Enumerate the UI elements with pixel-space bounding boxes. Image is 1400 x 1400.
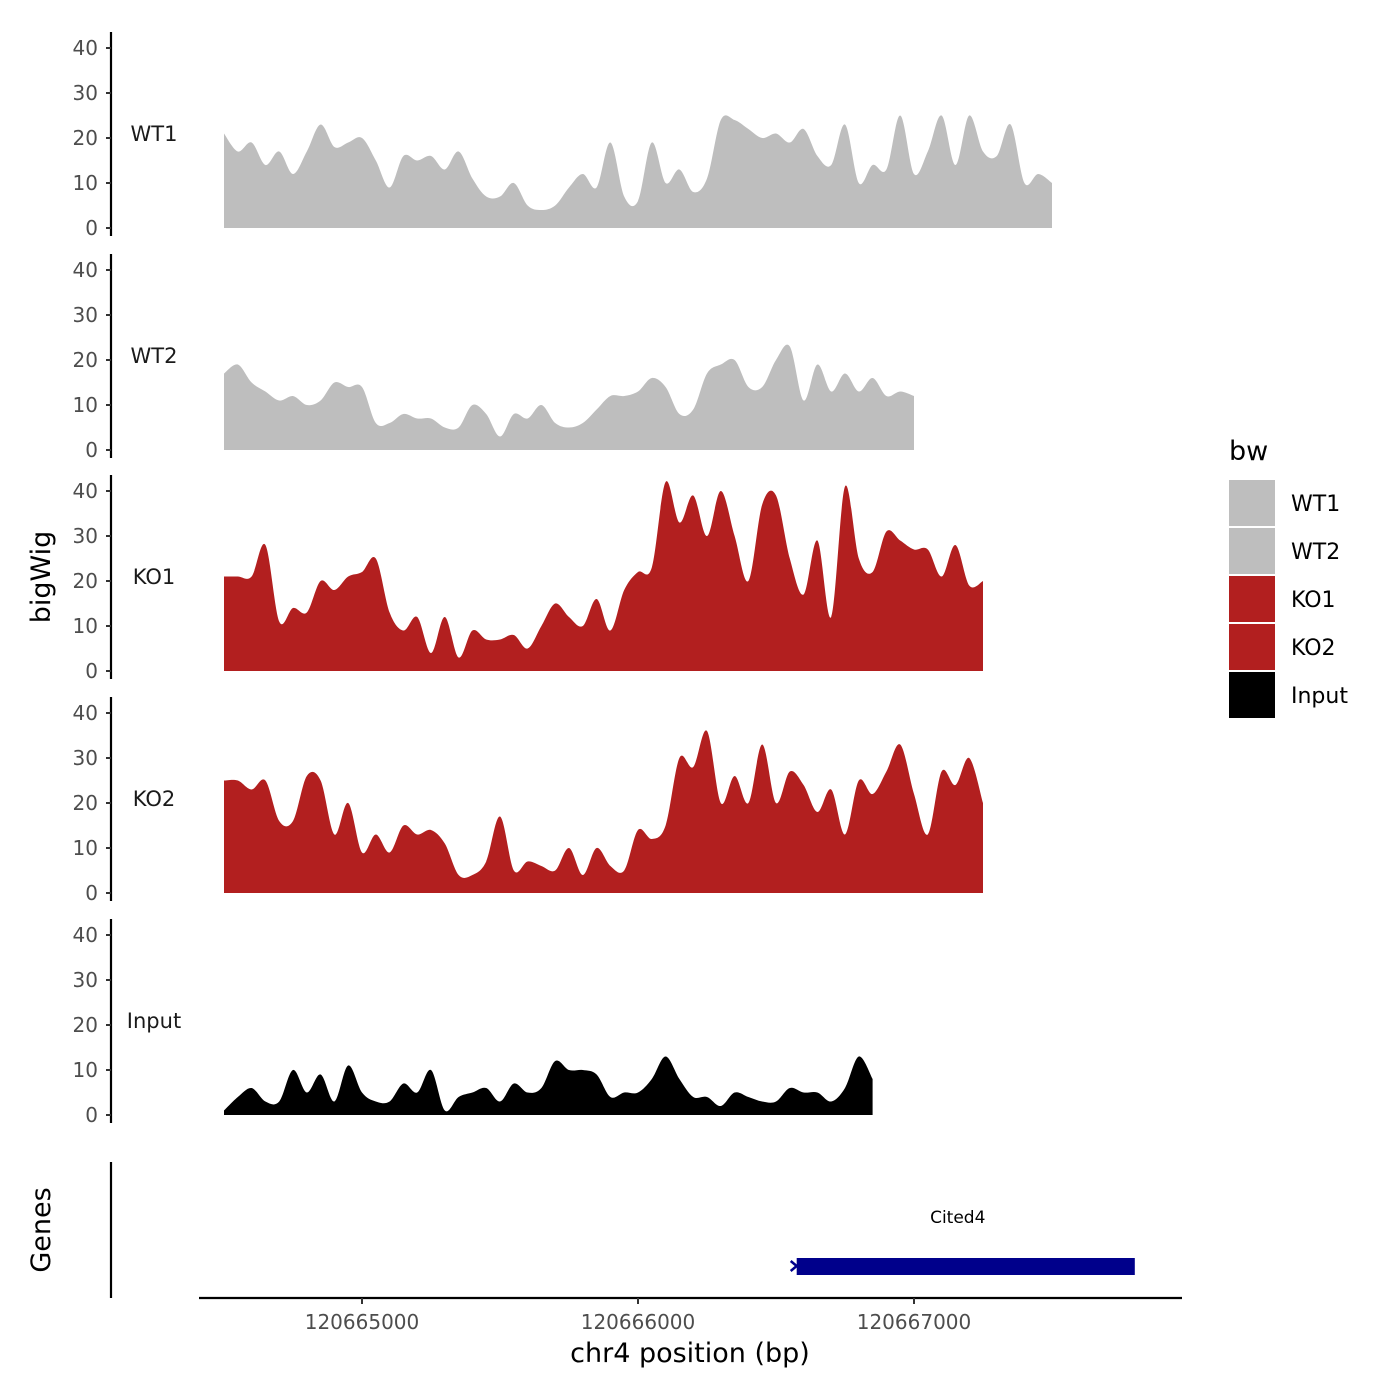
track-label-wt2: WT2 [131,344,178,368]
panel-input: 0 10 20 30 40 Input [73,919,873,1127]
track-panels: 0 10 20 30 40 WT1 0 10 20 30 40 WT2 0 10 20 30 40 KO1 0 10 2… [73,32,1052,1127]
y-tick-label: 0 [85,1103,98,1127]
legend-label-ko1: KO1 [1291,588,1336,613]
x-ticks: 120665000 120666000 120667000 [305,1298,972,1334]
track-label-ko2: KO2 [133,787,176,811]
series-area-input [224,1056,873,1115]
y-tick-label: 40 [73,923,98,947]
y-tick-label: 10 [73,393,98,417]
gene-track: Cited4 [789,1208,1135,1275]
track-label-input: Input [127,1009,181,1033]
y-tick-label: 10 [73,1058,98,1082]
y-tick-label: 0 [85,216,98,240]
series-area-ko1 [224,481,983,671]
y-tick-label: 20 [73,791,98,815]
y-axis-title: bigWig [26,531,57,624]
legend-label-input: Input [1291,684,1348,709]
y-tick-label: 20 [73,569,98,593]
gene-label: Cited4 [930,1208,985,1228]
y-tick-label: 0 [85,438,98,462]
legend-key-ko1 [1229,576,1275,622]
series-area-wt2 [224,344,914,450]
y-tick-label: 30 [73,746,98,770]
legend-label-wt2: WT2 [1291,540,1340,565]
y-tick-label: 10 [73,614,98,638]
gene-body [796,1258,1135,1275]
x-tick-label: 120666000 [581,1310,696,1334]
y-tick-label: 20 [73,126,98,150]
y-tick-label: 40 [73,701,98,725]
series-area-wt1 [224,115,1052,228]
y-tick-label: 20 [73,1013,98,1037]
y-tick-label: 40 [73,479,98,503]
legend-label-wt1: WT1 [1291,492,1340,517]
genes-axis-title: Genes [26,1187,57,1272]
y-tick-label: 30 [73,303,98,327]
y-tick-label: 30 [73,968,98,992]
x-axis: 120665000 120666000 120667000 chr4 positio… [199,1296,1182,1369]
legend-key-wt1 [1229,480,1275,526]
panel-wt2: 0 10 20 30 40 WT2 [73,254,914,462]
legend-title: bw [1229,436,1268,467]
panel-ko2: 0 10 20 30 40 KO2 [73,697,983,905]
x-axis-title: chr4 position (bp) [570,1338,810,1369]
y-tick-label: 30 [73,524,98,548]
y-tick-label: 40 [73,36,98,60]
y-tick-label: 40 [73,258,98,282]
legend-key-input [1229,672,1275,718]
y-tick-label: 30 [73,81,98,105]
y-tick-label: 0 [85,659,98,683]
x-tick-label: 120665000 [305,1310,420,1334]
y-tick-label: 20 [73,348,98,372]
panel-wt1: 0 10 20 30 40 WT1 [73,32,1052,240]
y-tick-label: 0 [85,881,98,905]
series-area-ko2 [224,730,983,893]
track-label-ko1: KO1 [133,565,176,589]
x-tick-label: 120667000 [857,1310,972,1334]
y-tick-label: 10 [73,171,98,195]
legend-entries: WT1 WT2 KO1 KO2 Input [1229,480,1348,718]
legend: bw WT1 WT2 KO1 KO2 Input [1229,436,1348,718]
gene-strand-marker [789,1260,799,1272]
y-tick-label: 10 [73,836,98,860]
legend-key-ko2 [1229,624,1275,670]
genes-panel: Genes Cited4 [26,1162,1135,1298]
legend-key-wt2 [1229,528,1275,574]
legend-label-ko2: KO2 [1291,636,1336,661]
track-label-wt1: WT1 [131,122,178,146]
panel-ko1: 0 10 20 30 40 KO1 [73,475,983,683]
